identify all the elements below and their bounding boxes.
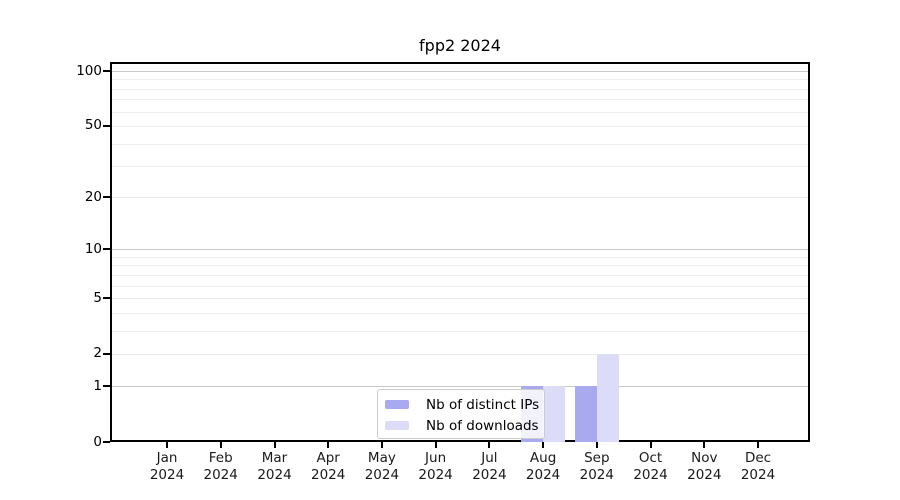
x-tick-mark (327, 442, 330, 448)
legend-item-downloads: Nb of downloads (385, 415, 544, 436)
x-tick-mark (166, 442, 168, 448)
y-tick-label: 100 (76, 62, 102, 79)
bar-downloads (596, 353, 619, 442)
gridline-major (112, 249, 808, 251)
x-tick-label: Jan 2024 (149, 450, 185, 483)
x-tick-mark (380, 442, 383, 448)
y-tick-mark (103, 441, 110, 443)
gridline-major (112, 386, 808, 388)
x-tick-mark (542, 442, 545, 448)
gridline-minor (112, 353, 808, 355)
gridline-major (112, 71, 808, 72)
y-tick-mark (103, 297, 110, 299)
gridline-minor (112, 265, 808, 267)
bar-distinct-ips (574, 386, 597, 442)
gridline-minor (112, 256, 808, 258)
gridline-minor (112, 330, 808, 332)
gridline-minor (112, 165, 808, 167)
x-tick-mark (273, 442, 276, 448)
x-tick-label: Nov 2024 (687, 450, 722, 483)
y-tick-mark (103, 196, 110, 199)
x-tick-mark (595, 442, 598, 448)
gridline-minor (112, 99, 808, 101)
x-tick-label: Jul 2024 (472, 450, 507, 483)
chart-title: fpp2 2024 (419, 36, 501, 55)
x-tick-mark (219, 442, 222, 448)
x-tick-mark (703, 442, 706, 448)
x-tick-label: Feb 2024 (203, 450, 238, 483)
y-tick-mark (103, 248, 110, 251)
gridline-minor (112, 298, 808, 299)
legend-label-distinct-ips: Nb of distinct IPs (426, 396, 540, 413)
x-tick-mark (488, 442, 491, 448)
y-tick-label: 0 (93, 433, 102, 450)
x-tick-label: Jun 2024 (418, 450, 453, 483)
y-tick-label: 2 (93, 345, 102, 362)
y-tick-mark (103, 385, 110, 388)
y-tick-label: 1 (93, 377, 102, 394)
legend-label-downloads: Nb of downloads (426, 417, 539, 434)
y-tick-mark (103, 124, 110, 127)
bar-downloads (543, 386, 566, 442)
legend-item-distinct-ips: Nb of distinct IPs (385, 394, 544, 415)
plot-area: 0 1 2 5 10 20 50 100 Jan 2024 Feb 2024 Mar 2024 Apr 202… (76, 62, 810, 483)
gridline-minor (112, 274, 808, 276)
x-tick-label: May 2024 (364, 450, 400, 483)
gridline-minor (112, 197, 808, 199)
legend: Nb of distinct IPs Nb of downloads (377, 389, 545, 439)
x-tick-label: Oct 2024 (633, 450, 668, 483)
y-tick-mark (103, 352, 110, 355)
x-tick-label: Dec 2024 (740, 450, 776, 483)
y-tick-label: 20 (84, 188, 102, 205)
y-tick-label: 5 (93, 289, 102, 306)
gridline-minor (112, 88, 808, 90)
gridline-minor (112, 79, 808, 81)
y-tick-mark (103, 70, 110, 72)
gridline-minor (112, 312, 808, 314)
x-tick-label: Sep 2024 (579, 450, 614, 483)
x-tick-label: Aug 2024 (525, 450, 561, 483)
x-tick-label: Mar 2024 (257, 450, 292, 483)
gridline-minor (112, 111, 808, 113)
legend-swatch-downloads (385, 421, 409, 430)
gridline-minor (112, 125, 808, 127)
gridline-minor (112, 143, 808, 145)
y-tick-label: 50 (84, 117, 102, 134)
x-tick-mark (649, 442, 652, 448)
gridline-minor (112, 285, 808, 287)
y-tick-label: 10 (84, 240, 102, 257)
x-tick-mark (757, 442, 759, 448)
legend-swatch-distinct-ips (385, 400, 409, 409)
x-tick-label: Apr 2024 (311, 450, 346, 483)
x-tick-mark (434, 442, 437, 448)
